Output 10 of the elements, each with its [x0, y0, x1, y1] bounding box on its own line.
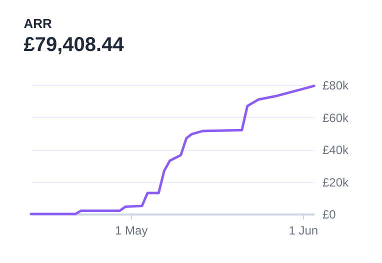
y-tick-label: £40k [322, 143, 350, 157]
chart-subtitle: £79,408.44 [24, 34, 125, 56]
chart-title: ARR [24, 16, 53, 31]
y-tick-label: £0 [322, 208, 336, 222]
y-tick-label: £20k [322, 175, 350, 190]
y-tick-label: £80k [322, 78, 350, 92]
x-tick-label: 1 Jun [288, 224, 318, 238]
y-tick-label: £60k [322, 110, 350, 125]
x-tick-label: 1 May [115, 224, 148, 238]
line-series [30, 84, 316, 216]
